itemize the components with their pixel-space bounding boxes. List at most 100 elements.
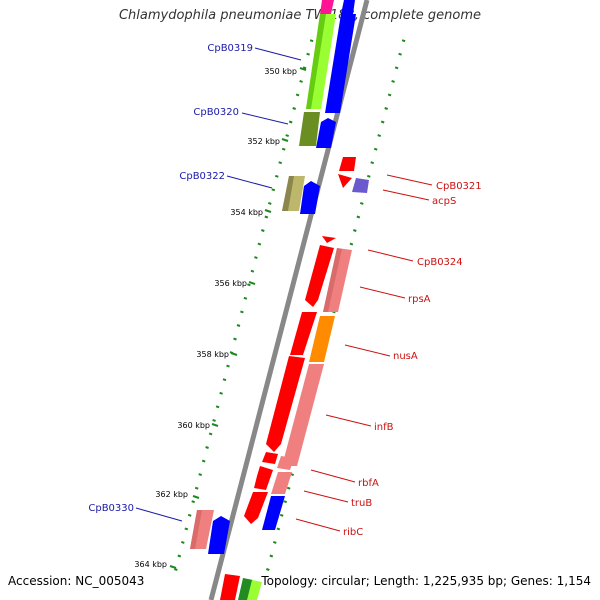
gene-infB[interactable] xyxy=(266,356,305,452)
leader-line-acpS xyxy=(382,189,430,201)
gene-feature[interactable] xyxy=(208,516,230,554)
minor-tick xyxy=(240,310,244,314)
gene-feature[interactable] xyxy=(300,181,320,214)
minor-tick xyxy=(184,527,189,531)
gene-feature[interactable] xyxy=(316,118,336,148)
minor-tick xyxy=(370,161,375,165)
label-CpB0320[interactable]: CpB0320 xyxy=(193,107,239,118)
minor-tick xyxy=(309,39,314,43)
leader-line-truB xyxy=(303,490,349,503)
major-tick xyxy=(192,495,200,499)
gene-CpB0324[interactable] xyxy=(305,245,334,307)
label-truB[interactable]: truB xyxy=(351,498,372,509)
gene-feature[interactable] xyxy=(247,580,262,600)
minor-tick xyxy=(276,527,281,531)
gene-feature[interactable] xyxy=(220,574,240,600)
scale-label: 362 kbp xyxy=(155,490,188,499)
minor-tick xyxy=(281,147,286,151)
scale-label: 364 kbp xyxy=(134,560,167,569)
minor-tick xyxy=(285,134,290,138)
label-CpB0322[interactable]: CpB0322 xyxy=(179,171,225,182)
gene-CpB0321-arrow[interactable] xyxy=(338,174,352,188)
label-infB[interactable]: infB xyxy=(374,422,394,433)
gene-truB[interactable] xyxy=(254,466,273,490)
minor-tick xyxy=(373,147,378,151)
gene-rbfA[interactable] xyxy=(262,452,278,464)
minor-tick xyxy=(356,215,361,219)
gene-feature[interactable] xyxy=(290,312,317,355)
gene-nusA[interactable] xyxy=(309,316,335,362)
gene-CpB0321[interactable] xyxy=(339,157,356,171)
minor-tick xyxy=(380,120,385,124)
minor-tick xyxy=(387,93,392,97)
minor-tick xyxy=(264,215,269,219)
gene-feature[interactable] xyxy=(325,14,356,113)
map-title: Chlamydophila pneumoniae TW-183, complet… xyxy=(118,8,482,23)
genome-summary: Topology: circular; Length: 1,225,935 bp… xyxy=(261,574,591,588)
leader-line-rpsA xyxy=(359,286,406,299)
minor-tick xyxy=(254,256,258,260)
minor-tick xyxy=(257,242,262,246)
minor-tick xyxy=(212,418,216,422)
gene-feature[interactable] xyxy=(271,472,292,494)
label-rpsA[interactable]: rpsA xyxy=(408,294,431,305)
major-tick xyxy=(299,67,307,71)
leader-line-CpB0322 xyxy=(226,175,273,189)
tick-track-left xyxy=(173,39,314,571)
minor-tick xyxy=(208,432,213,436)
gene-feature[interactable] xyxy=(341,0,355,14)
minor-tick xyxy=(194,486,199,490)
gene-CpB0330-shade xyxy=(190,510,202,549)
minor-tick xyxy=(247,283,251,287)
major-tick xyxy=(211,423,219,427)
label-nusA[interactable]: nusA xyxy=(393,351,418,362)
minor-tick xyxy=(187,513,192,517)
leader-line-CpB0319 xyxy=(254,47,302,61)
minor-tick xyxy=(173,568,178,571)
leader-line-infB xyxy=(325,414,372,427)
major-tick xyxy=(281,138,289,142)
gene-feature[interactable] xyxy=(320,0,334,14)
minor-tick xyxy=(201,459,206,463)
minor-tick xyxy=(215,405,220,409)
minor-tick xyxy=(243,296,248,300)
label-CpB0321[interactable]: CpB0321 xyxy=(436,181,482,192)
gene-CpB0322-shade xyxy=(282,176,294,211)
minor-tick xyxy=(274,174,279,178)
major-tick xyxy=(248,281,256,285)
accession-text: Accession: NC_005043 xyxy=(8,574,145,588)
minor-tick xyxy=(349,242,354,246)
minor-tick xyxy=(394,66,399,70)
gene-ribC[interactable] xyxy=(244,492,268,524)
minor-tick xyxy=(279,513,284,517)
leader-line-CpB0321 xyxy=(386,174,433,186)
scale-label: 354 kbp xyxy=(230,208,263,217)
label-rbfA[interactable]: rbfA xyxy=(358,478,379,489)
minor-tick xyxy=(278,161,283,165)
label-CpB0330[interactable]: CpB0330 xyxy=(88,503,134,514)
major-tick xyxy=(230,352,238,356)
leader-line-nusA xyxy=(344,344,391,357)
label-acpS[interactable]: acpS xyxy=(432,196,456,207)
gene-feature[interactable] xyxy=(322,236,336,243)
gene-CpB0320[interactable] xyxy=(299,112,320,146)
minor-tick xyxy=(222,378,227,382)
gene-feature[interactable] xyxy=(277,456,294,470)
gene-feature[interactable] xyxy=(262,496,285,530)
minor-tick xyxy=(236,324,241,327)
label-CpB0324[interactable]: CpB0324 xyxy=(417,257,463,268)
minor-tick xyxy=(366,174,371,178)
minor-tick xyxy=(295,93,300,97)
minor-tick xyxy=(272,540,277,544)
label-ribC[interactable]: ribC xyxy=(343,527,363,538)
gene-infB-pair[interactable] xyxy=(282,364,324,466)
gene-acpS[interactable] xyxy=(352,178,369,193)
minor-tick xyxy=(265,568,270,571)
minor-tick xyxy=(401,39,406,43)
minor-tick xyxy=(191,500,196,504)
scale-label: 358 kbp xyxy=(196,350,229,359)
label-CpB0319[interactable]: CpB0319 xyxy=(207,43,253,54)
leader-line-CpB0330 xyxy=(135,507,183,522)
minor-tick xyxy=(398,52,402,56)
minor-tick xyxy=(391,79,395,83)
